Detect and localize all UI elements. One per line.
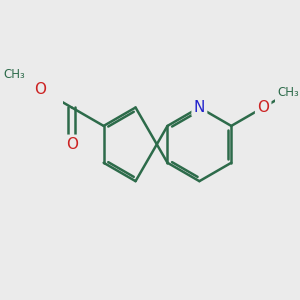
Text: O: O bbox=[66, 137, 78, 152]
Text: O: O bbox=[34, 82, 46, 97]
Text: CH₃: CH₃ bbox=[278, 86, 300, 99]
Text: CH₃: CH₃ bbox=[3, 68, 25, 81]
Text: O: O bbox=[257, 100, 269, 115]
Text: N: N bbox=[194, 100, 205, 115]
